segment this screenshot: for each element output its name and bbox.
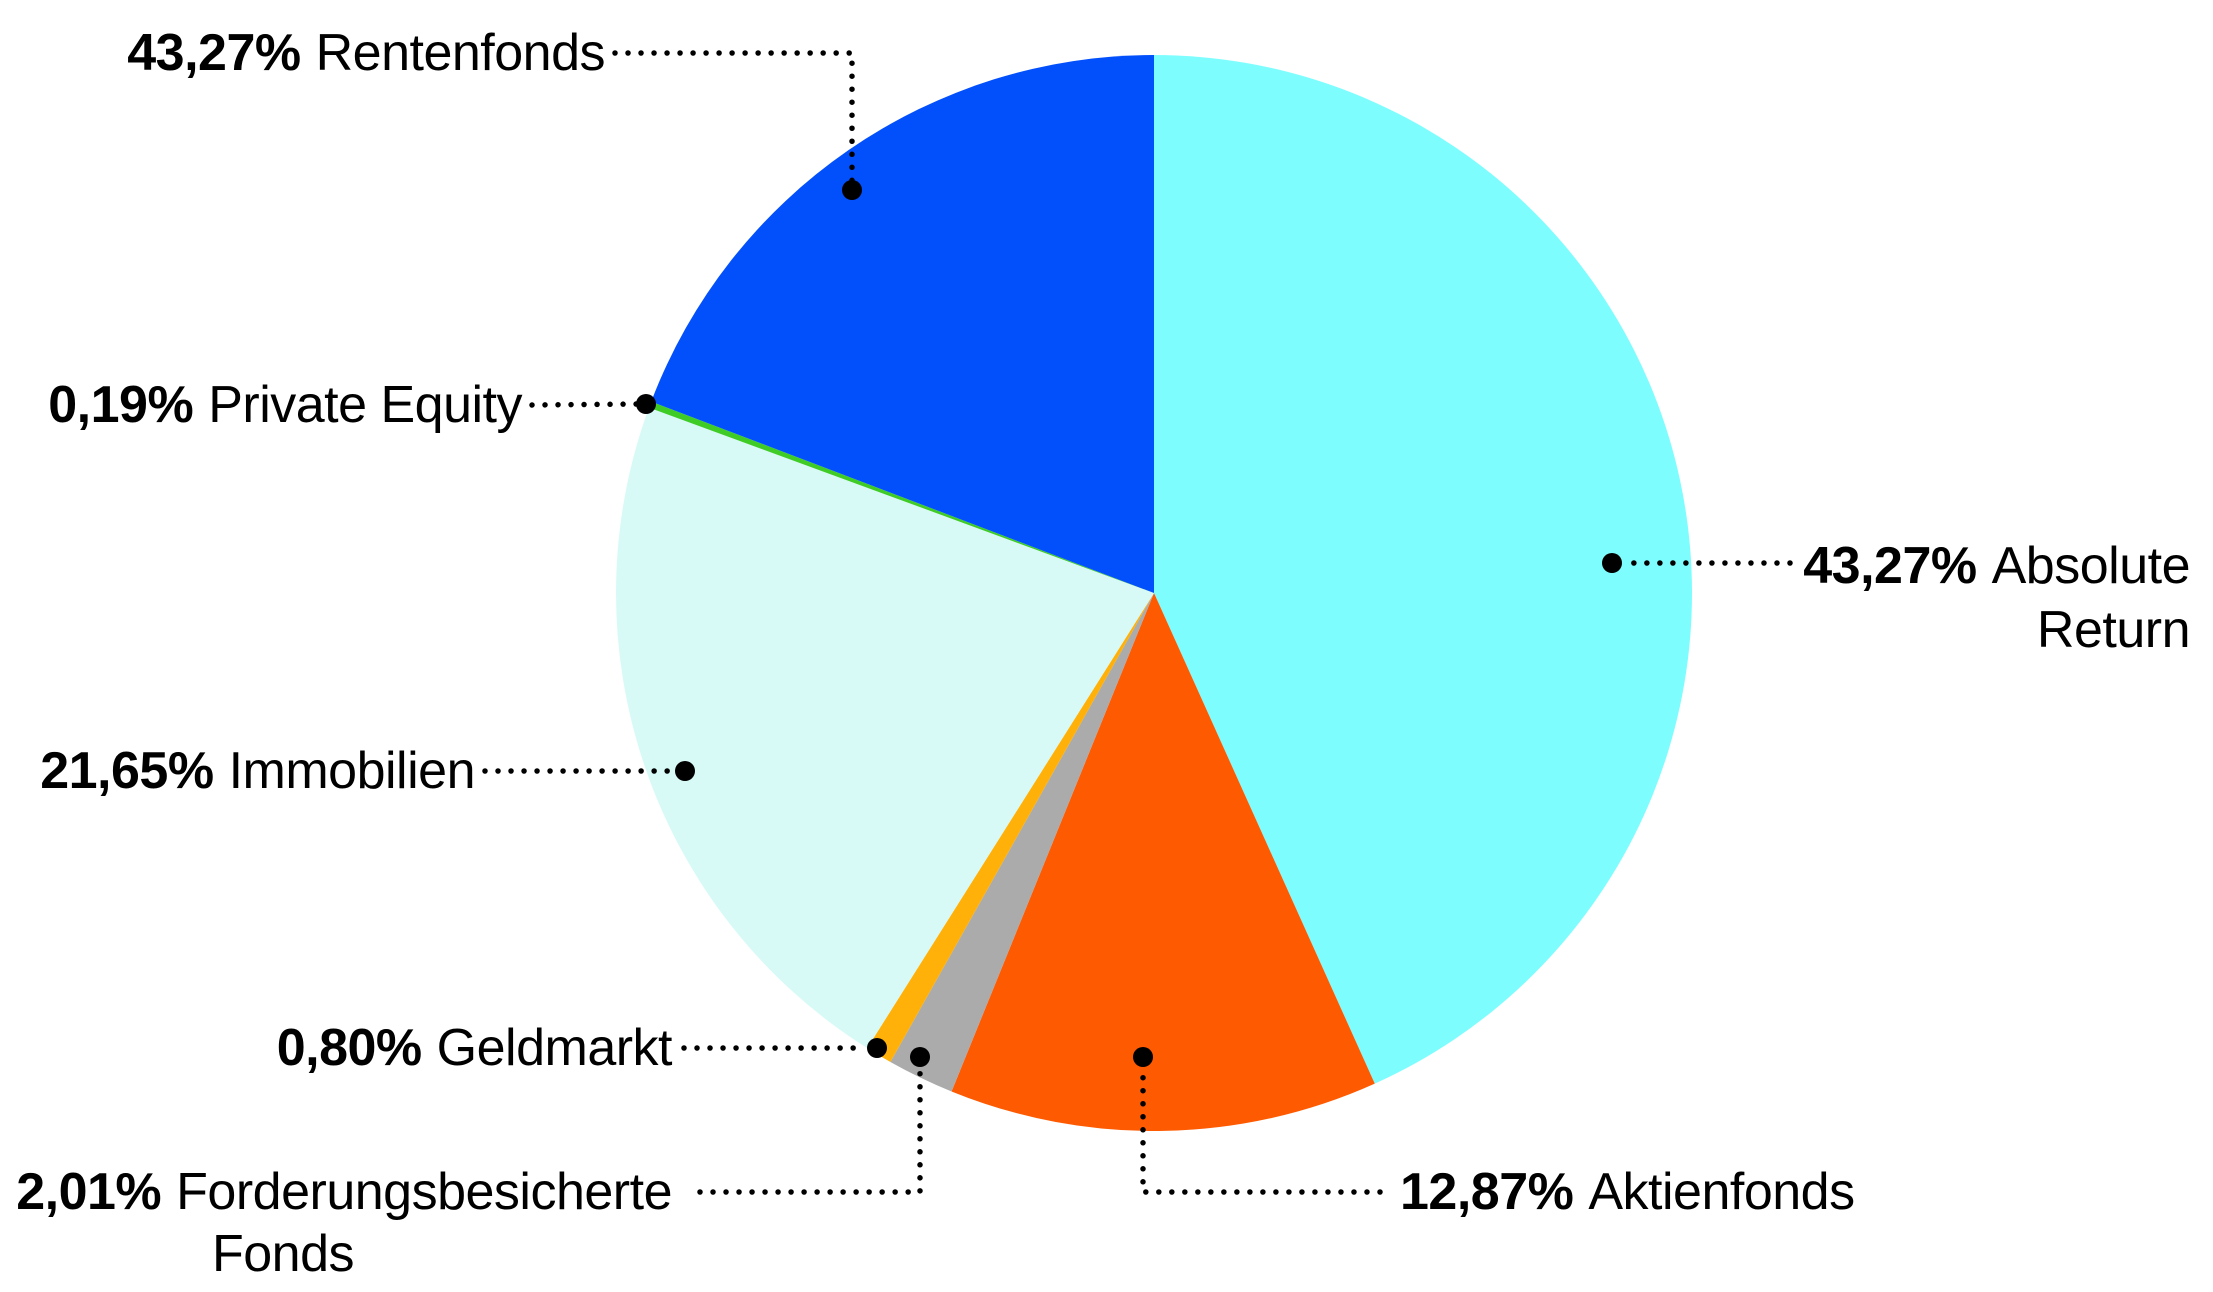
label-geldmarkt-value: 0,80% [276, 1019, 422, 1077]
pie-slice-aktienfonds [951, 593, 1375, 1131]
label-rentenfonds-name: Rentenfonds [315, 24, 606, 82]
leader-dot-immobilien [675, 761, 695, 781]
label-private-equity: 0,19% Private Equity [48, 375, 522, 435]
label-rentenfonds: 43,27% Rentenfonds [127, 23, 605, 83]
leader-dot-geldmarkt [867, 1038, 887, 1058]
label-immobilien-name: Immobilien [228, 742, 476, 800]
label-forderungsbesicherte-line1: 2,01% Forderungsbesicherte [16, 1162, 672, 1222]
label-forderungsbesicherte-name-line1: Forderungsbesicherte [176, 1163, 672, 1221]
label-forderungsbesicherte-name-line2: Fonds [212, 1225, 355, 1283]
label-absolute-return: 43,27% Absolute Return [1803, 534, 2190, 662]
leader-dot-private-equity [636, 394, 656, 414]
label-aktienfonds: 12,87% Aktienfonds [1400, 1162, 1855, 1222]
leader-line-forderungsbesicherte-fonds [697, 1065, 923, 1195]
leader-line-aktienfonds [1140, 1065, 1383, 1195]
leader-dot-absolute-return [1602, 553, 1622, 573]
pie-slice-forderungsbesicherte-fonds [890, 593, 1154, 1092]
leader-line-rentenfonds [612, 50, 855, 193]
pie-slice-private-equity [648, 401, 1154, 593]
label-absolute-return-name-line2: Return [2036, 601, 2191, 659]
label-geldmarkt: 0,80% Geldmarkt [276, 1018, 673, 1078]
label-immobilien: 21,65% Immobilien [40, 741, 475, 801]
label-absolute-return-value: 43,27% [1803, 537, 1977, 595]
pie-slice-immobilien [615, 407, 1154, 1049]
label-immobilien-value: 21,65% [40, 742, 214, 800]
label-aktienfonds-name: Aktienfonds [1588, 1163, 1855, 1221]
label-geldmarkt-name: Geldmarkt [436, 1019, 673, 1077]
label-private-equity-name: Private Equity [208, 376, 522, 434]
label-forderungsbesicherte-value: 2,01% [16, 1163, 162, 1221]
label-rentenfonds-value: 43,27% [127, 24, 301, 82]
pie-slice-absolute-return [1154, 55, 1692, 1084]
pie-slice-rentenfonds [651, 55, 1154, 593]
label-forderungsbesicherte-line2: Fonds [212, 1224, 355, 1284]
leader-line-private-equity [529, 401, 643, 408]
leader-dot-forderungsbesicherte-fonds [910, 1047, 930, 1067]
leader-dot-aktienfonds [1133, 1047, 1153, 1067]
label-aktienfonds-value: 12,87% [1400, 1163, 1574, 1221]
pie-slice-geldmarkt [867, 593, 1154, 1062]
leader-dot-rentenfonds [842, 180, 862, 200]
label-private-equity-value: 0,19% [48, 376, 194, 434]
label-absolute-return-name-line1: Absolute [1991, 537, 2191, 595]
